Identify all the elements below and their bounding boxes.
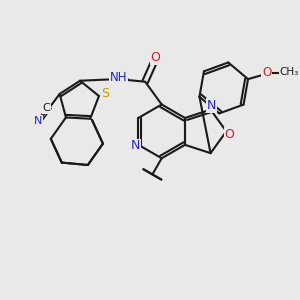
Text: S: S xyxy=(101,88,109,100)
Text: N: N xyxy=(34,116,42,126)
Text: N: N xyxy=(130,140,140,152)
Text: O: O xyxy=(262,66,271,80)
Text: O: O xyxy=(224,128,234,141)
Text: CH₃: CH₃ xyxy=(280,67,299,77)
Text: N: N xyxy=(207,99,216,112)
Text: O: O xyxy=(151,52,160,64)
Text: C: C xyxy=(43,103,50,113)
Text: NH: NH xyxy=(110,71,127,84)
